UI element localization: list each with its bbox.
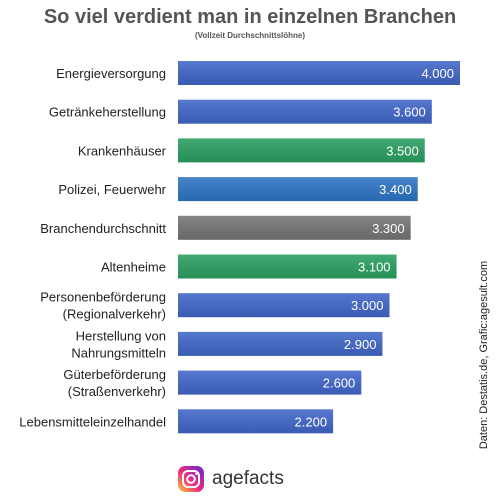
category-label-line: Personenbeförderung <box>40 290 166 305</box>
footer-brand[interactable]: agefacts <box>178 464 284 494</box>
bar-value-label: 3.600 <box>393 105 426 120</box>
category-label-line: Energieversorgung <box>56 66 166 81</box>
value-labels-group: 4.000 3.600 3.500 3.400 3.300 3.100 3.000 2.900… <box>295 66 454 429</box>
category-label: Personenbeförderung (Regionalverkehr) <box>40 290 166 322</box>
bar-shading <box>178 177 418 202</box>
category-label-line: Krankenhäuser <box>78 143 167 158</box>
bar-value-label: 3.400 <box>379 182 412 197</box>
category-label: Getränkeherstellung <box>49 105 166 120</box>
category-label-line: Nahrungsmitteln <box>71 345 166 360</box>
category-label-line: Altenheime <box>101 260 166 275</box>
category-label-line: Branchendurchschnitt <box>40 221 166 236</box>
category-label: Polizei, Feuerwehr <box>58 182 166 197</box>
instagram-icon <box>178 466 204 492</box>
bar-shading <box>178 254 397 279</box>
category-label-line: Polizei, Feuerwehr <box>58 182 166 197</box>
source-note: Daten: Destatis.de, Grafic:agesult.com <box>478 260 490 450</box>
category-label-line: (Regionalverkehr) <box>63 307 166 322</box>
chart-subtitle: (Vollzeit Durchschnittslöhne) <box>194 31 306 40</box>
bar-shading <box>178 99 432 124</box>
bar-value-label: 4.000 <box>421 66 454 81</box>
bar-shading <box>178 293 390 318</box>
bar-shading <box>178 370 362 395</box>
bar-shading <box>178 61 460 85</box>
bar-value-label: 3.500 <box>386 143 419 158</box>
category-label: Altenheime <box>101 260 166 275</box>
bar-value-label: 2.900 <box>344 337 377 352</box>
bar-shading <box>178 409 334 434</box>
footer-brand-name: agefacts <box>212 468 284 489</box>
category-label: Krankenhäuser <box>78 143 167 158</box>
category-label: Lebensmitteleinzelhandel <box>19 414 166 429</box>
bar-value-label: 3.300 <box>372 221 405 236</box>
category-label: Güterbeförderung (Straßenverkehr) <box>63 367 166 399</box>
bar-value-label: 3.000 <box>351 298 384 313</box>
category-label-line: Getränkeherstellung <box>49 105 166 120</box>
category-label: Energieversorgung <box>56 66 166 81</box>
bar-value-label: 2.200 <box>295 414 328 429</box>
category-label-line: Güterbeförderung <box>63 367 166 382</box>
chart-title: So viel verdient man in einzelnen Branch… <box>43 6 457 28</box>
category-label-line: Lebensmitteleinzelhandel <box>19 414 166 429</box>
bar-shading <box>178 331 383 356</box>
category-label: Herstellung von Nahrungsmitteln <box>71 328 166 360</box>
bar-value-label: 3.100 <box>358 260 391 275</box>
category-label: Branchendurchschnitt <box>40 221 166 236</box>
bar-value-label: 2.600 <box>323 376 356 391</box>
category-label-line: Herstellung von <box>76 328 166 343</box>
bar-shading <box>178 138 425 163</box>
bar-shading <box>178 215 411 240</box>
bars-group <box>178 61 460 434</box>
category-labels-group: Energieversorgung Getränkeherstellung Kran… <box>19 66 166 429</box>
category-label-line: (Straßenverkehr) <box>68 384 166 399</box>
